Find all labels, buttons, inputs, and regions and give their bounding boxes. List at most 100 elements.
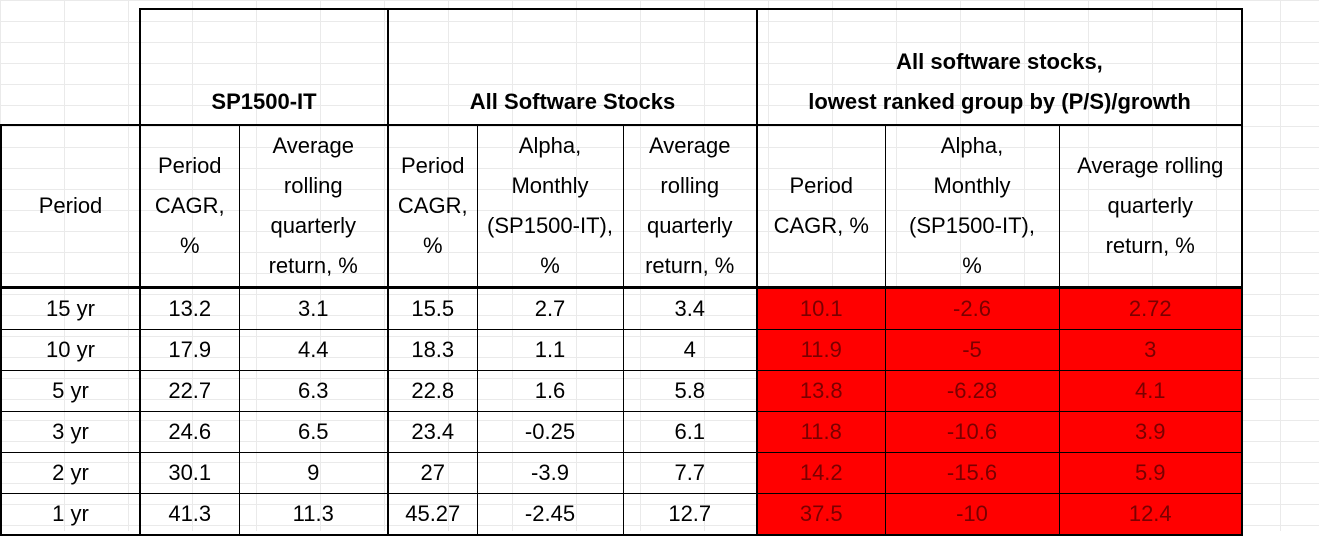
cell-highlighted[interactable]: 4.1 [1058, 370, 1243, 412]
cell-highlighted[interactable]: 3.9 [1058, 411, 1243, 453]
header-text: Average [272, 133, 355, 158]
cell-period[interactable]: 5 yr [0, 370, 141, 412]
table-row: 2 yr 30.1 9 27 -3.9 7.7 14.2 -15.6 5.9 [0, 452, 1243, 494]
table-row: 10 yr 17.9 4.4 18.3 1.1 4 11.9 -5 3 [0, 329, 1243, 371]
header-text: CAGR, % [773, 213, 869, 238]
cell-value[interactable]: 23.4 [387, 411, 477, 453]
column-header-sw-avg[interactable]: Average rolling quarterly return, % [622, 125, 758, 289]
cell-value[interactable]: 41.3 [139, 493, 239, 536]
cell-value[interactable]: 1.1 [476, 329, 623, 371]
cell-value[interactable]: 5.8 [622, 370, 758, 412]
column-header-row: Period Period CAGR, % Average rolling qu… [0, 125, 1243, 289]
cell-value[interactable]: 17.9 [139, 329, 239, 371]
header-text: Period [400, 153, 465, 178]
cell-value[interactable]: 13.2 [139, 287, 239, 330]
cell-period[interactable]: 2 yr [0, 452, 141, 494]
group-header-lowest-ranked[interactable]: All software stocks, lowest ranked group… [756, 8, 1243, 126]
cell-value[interactable]: 3.1 [238, 287, 389, 330]
cell-value[interactable]: 1.6 [476, 370, 623, 412]
cell-highlighted[interactable]: -10 [884, 493, 1059, 536]
header-text: (SP1500-IT), [909, 213, 1035, 238]
cell-highlighted[interactable]: -2.6 [884, 287, 1059, 330]
header-text: Period [789, 173, 854, 198]
cell-period[interactable]: 15 yr [0, 287, 141, 330]
table-row: 3 yr 24.6 6.5 23.4 -0.25 6.1 11.8 -10.6 … [0, 411, 1243, 453]
cell-value[interactable]: -2.45 [476, 493, 623, 536]
column-header-lo-alpha[interactable]: Alpha, Monthly (SP1500-IT), % [884, 125, 1059, 289]
cell-highlighted[interactable]: 14.2 [756, 452, 885, 494]
cell-period[interactable]: 10 yr [0, 329, 141, 371]
cell-value[interactable]: 4.4 [238, 329, 389, 371]
header-text: % [422, 233, 443, 258]
cell-highlighted[interactable]: -10.6 [884, 411, 1059, 453]
cell-value[interactable]: 12.7 [622, 493, 758, 536]
cell-value[interactable]: 45.27 [387, 493, 477, 536]
column-header-period[interactable]: Period [0, 125, 141, 289]
group-label-lowest-line1: All software stocks, [896, 49, 1103, 74]
cell-value[interactable]: 6.5 [238, 411, 389, 453]
cell-highlighted[interactable]: 37.5 [756, 493, 885, 536]
cell-value[interactable]: -3.9 [476, 452, 623, 494]
cell-value[interactable]: 6.1 [622, 411, 758, 453]
cell-highlighted[interactable]: 10.1 [756, 287, 885, 330]
cell-highlighted[interactable]: 11.8 [756, 411, 885, 453]
cell-value[interactable]: 22.8 [387, 370, 477, 412]
header-text: Monthly [511, 173, 589, 198]
cell-period[interactable]: 3 yr [0, 411, 141, 453]
cell-value[interactable]: 27 [387, 452, 477, 494]
header-text: rolling [283, 173, 343, 198]
cell-highlighted[interactable]: 5.9 [1058, 452, 1243, 494]
group-header-all-software[interactable]: All Software Stocks [387, 8, 758, 126]
cell-value[interactable]: 11.3 [238, 493, 389, 536]
column-header-sw-alpha[interactable]: Alpha, Monthly (SP1500-IT), % [476, 125, 623, 289]
header-text: % [179, 233, 200, 258]
header-text: Alpha, [518, 133, 582, 158]
cell-value[interactable]: 22.7 [139, 370, 239, 412]
header-text: return, % [1105, 233, 1195, 258]
cell-value[interactable]: 2.7 [476, 287, 623, 330]
header-text: Average [648, 133, 731, 158]
cell-highlighted[interactable]: 13.8 [756, 370, 885, 412]
cell-value[interactable]: -0.25 [476, 411, 623, 453]
cell-highlighted[interactable]: 12.4 [1058, 493, 1243, 536]
header-text: (SP1500-IT), [487, 213, 613, 238]
header-text: return, % [268, 253, 358, 278]
table-row: 15 yr 13.2 3.1 15.5 2.7 3.4 10.1 -2.6 2.… [0, 287, 1243, 330]
column-header-sp-avg[interactable]: Average rolling quarterly return, % [238, 125, 389, 289]
header-text: quarterly [646, 213, 733, 238]
cell-value[interactable]: 4 [622, 329, 758, 371]
group-header-sp1500[interactable]: SP1500-IT [139, 8, 389, 126]
cell-highlighted[interactable]: -6.28 [884, 370, 1059, 412]
table-row: 5 yr 22.7 6.3 22.8 1.6 5.8 13.8 -6.28 4.… [0, 370, 1243, 412]
header-text: Period [38, 193, 103, 218]
cell-highlighted[interactable]: 11.9 [756, 329, 885, 371]
cell-value[interactable]: 18.3 [387, 329, 477, 371]
cell-highlighted[interactable]: -15.6 [884, 452, 1059, 494]
empty-corner-cell [1, 9, 140, 126]
column-header-lo-cagr[interactable]: Period CAGR, % [756, 125, 885, 289]
cell-period[interactable]: 1 yr [0, 493, 141, 536]
cell-value[interactable]: 6.3 [238, 370, 389, 412]
header-text: Period [157, 153, 222, 178]
cell-value[interactable]: 15.5 [387, 287, 477, 330]
header-text: rolling [660, 173, 720, 198]
cell-value[interactable]: 3.4 [622, 287, 758, 330]
cell-value[interactable]: 24.6 [139, 411, 239, 453]
column-header-sp-cagr[interactable]: Period CAGR, % [139, 125, 239, 289]
group-label-sp1500: SP1500-IT [211, 89, 317, 114]
cell-highlighted[interactable]: -5 [884, 329, 1059, 371]
header-text: quarterly [270, 213, 357, 238]
column-header-sw-cagr[interactable]: Period CAGR, % [387, 125, 477, 289]
cell-highlighted[interactable]: 2.72 [1058, 287, 1243, 330]
cell-value[interactable]: 7.7 [622, 452, 758, 494]
group-header-row: SP1500-IT All Software Stocks All softwa… [1, 8, 1243, 126]
column-header-lo-avg[interactable]: Average rolling quarterly return, % [1058, 125, 1243, 289]
cell-value[interactable]: 9 [238, 452, 389, 494]
header-text: % [962, 253, 982, 278]
cell-value[interactable]: 30.1 [139, 452, 239, 494]
cell-highlighted[interactable]: 3 [1058, 329, 1243, 371]
header-text: Monthly [933, 173, 1011, 198]
header-text: quarterly [1107, 193, 1194, 218]
header-text: % [540, 253, 560, 278]
group-label-lowest-line2: lowest ranked group by (P/S)/growth [808, 89, 1191, 114]
